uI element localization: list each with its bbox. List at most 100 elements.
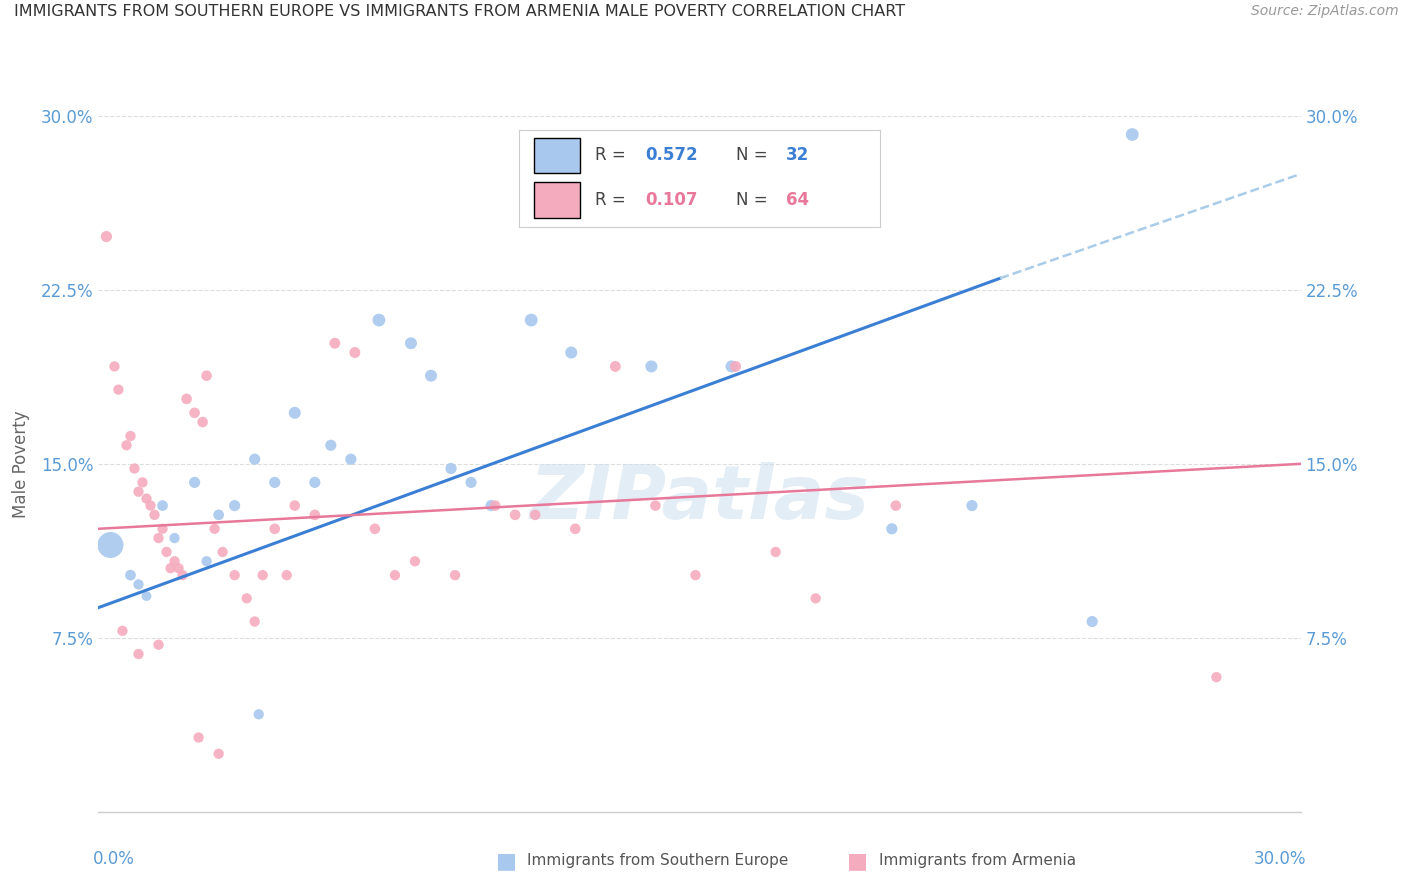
Point	[252, 568, 274, 582]
Point	[1205, 670, 1227, 684]
Point	[183, 475, 205, 490]
Point	[195, 554, 218, 568]
Point	[884, 499, 907, 513]
Point	[484, 499, 506, 513]
Point	[128, 484, 150, 499]
Point	[152, 499, 174, 513]
Point	[148, 531, 170, 545]
Point	[128, 577, 150, 591]
Point	[155, 545, 177, 559]
Point	[640, 359, 662, 374]
Point	[520, 313, 543, 327]
Point	[1121, 128, 1143, 142]
Point	[304, 475, 326, 490]
Point	[399, 336, 422, 351]
Point	[284, 499, 307, 513]
Point	[128, 647, 150, 661]
Point	[103, 359, 125, 374]
Text: ■: ■	[496, 851, 516, 871]
Point	[167, 561, 190, 575]
Point	[172, 568, 194, 582]
Point	[100, 538, 122, 552]
Point	[685, 568, 707, 582]
Point	[304, 508, 326, 522]
Text: IMMIGRANTS FROM SOUTHERN EUROPE VS IMMIGRANTS FROM ARMENIA MALE POVERTY CORRELAT: IMMIGRANTS FROM SOUTHERN EUROPE VS IMMIG…	[14, 4, 905, 20]
Point	[560, 345, 582, 359]
Point	[111, 624, 134, 638]
Point	[720, 359, 742, 374]
Point	[187, 731, 209, 745]
Point	[276, 568, 298, 582]
Text: N =: N =	[735, 191, 772, 209]
Point	[143, 508, 166, 522]
Point	[384, 568, 406, 582]
Point	[208, 508, 231, 522]
Point	[204, 522, 226, 536]
Point	[364, 522, 387, 536]
Point	[131, 475, 153, 490]
Point	[152, 522, 174, 536]
Point	[135, 491, 157, 506]
Point	[804, 591, 827, 606]
Text: R =: R =	[595, 191, 631, 209]
Text: R =: R =	[595, 146, 631, 164]
Point	[503, 508, 526, 522]
Text: N =: N =	[735, 146, 772, 164]
Point	[191, 415, 214, 429]
Point	[176, 392, 198, 406]
Point	[159, 561, 181, 575]
Point	[404, 554, 426, 568]
Text: ZIPatlas: ZIPatlas	[530, 462, 869, 535]
Text: Immigrants from Southern Europe: Immigrants from Southern Europe	[527, 854, 789, 868]
Text: Source: ZipAtlas.com: Source: ZipAtlas.com	[1251, 4, 1399, 19]
Point	[284, 406, 307, 420]
FancyBboxPatch shape	[534, 137, 581, 173]
Point	[420, 368, 443, 383]
Point	[960, 499, 983, 513]
Point	[1081, 615, 1104, 629]
Point	[235, 591, 257, 606]
Point	[120, 568, 142, 582]
Text: 0.0%: 0.0%	[93, 850, 135, 868]
Point	[340, 452, 363, 467]
Y-axis label: Male Poverty: Male Poverty	[11, 410, 30, 517]
Point	[107, 383, 129, 397]
Point	[323, 336, 346, 351]
Point	[263, 522, 285, 536]
Point	[115, 438, 138, 452]
Text: 0.107: 0.107	[645, 191, 697, 209]
Point	[243, 615, 266, 629]
Text: Immigrants from Armenia: Immigrants from Armenia	[879, 854, 1076, 868]
Point	[724, 359, 747, 374]
Point	[564, 522, 586, 536]
Text: 64: 64	[786, 191, 810, 209]
Text: 32: 32	[786, 146, 810, 164]
Text: ■: ■	[848, 851, 868, 871]
Point	[765, 545, 787, 559]
Point	[124, 461, 146, 475]
Point	[524, 508, 547, 522]
Point	[163, 531, 186, 545]
Point	[644, 499, 666, 513]
Point	[368, 313, 391, 327]
Text: 0.572: 0.572	[645, 146, 697, 164]
Point	[211, 545, 233, 559]
Point	[120, 429, 142, 443]
Point	[195, 368, 218, 383]
Point	[96, 229, 118, 244]
Point	[247, 707, 270, 722]
Point	[444, 568, 467, 582]
Point	[343, 345, 366, 359]
Point	[208, 747, 231, 761]
Point	[183, 406, 205, 420]
Point	[148, 638, 170, 652]
Point	[243, 452, 266, 467]
Point	[135, 589, 157, 603]
Point	[460, 475, 482, 490]
Point	[605, 359, 627, 374]
Point	[263, 475, 285, 490]
Point	[224, 568, 246, 582]
Point	[440, 461, 463, 475]
FancyBboxPatch shape	[534, 183, 581, 218]
Point	[163, 554, 186, 568]
